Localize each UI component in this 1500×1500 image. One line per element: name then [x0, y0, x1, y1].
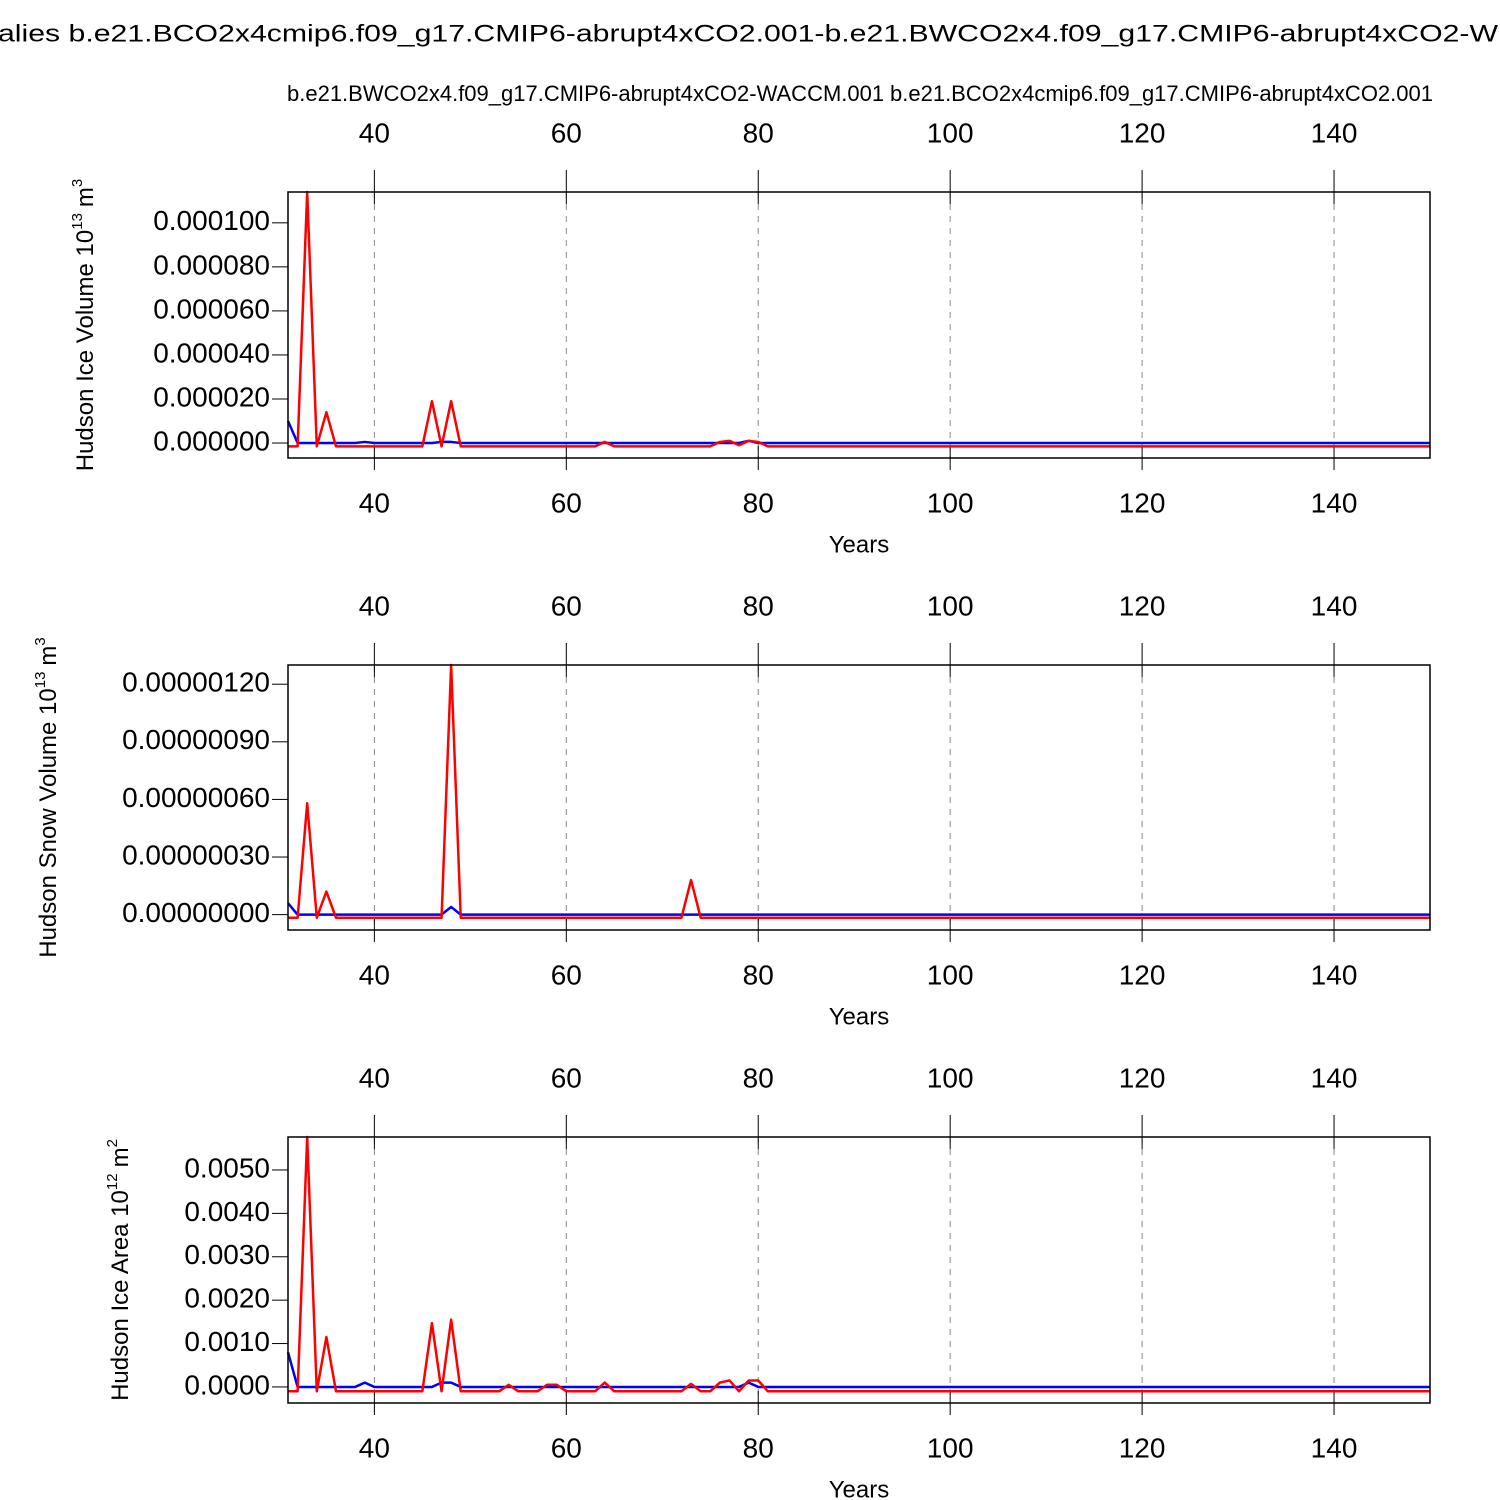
y-tick-label: 0.000020 [153, 381, 270, 412]
x-tick-label: 80 [743, 1432, 774, 1463]
x-tick-label: 60 [551, 487, 582, 518]
x-tick-label: 100 [927, 487, 974, 518]
x2-tick-label: 140 [1311, 117, 1358, 148]
y-tick-label: 0.000040 [153, 337, 270, 368]
x2-tick-label: 100 [927, 1062, 974, 1093]
x2-tick-label: 100 [927, 117, 974, 148]
y-tick-label: 0.000080 [153, 249, 270, 280]
x2-tick-label: 60 [551, 117, 582, 148]
x2-tick-label: 60 [551, 590, 582, 621]
y-tick-label: 0.0010 [184, 1326, 270, 1357]
x2-tick-label: 40 [359, 590, 390, 621]
x-tick-label: 120 [1119, 487, 1166, 518]
y-tick-label: 0.00000060 [122, 782, 270, 813]
y-axis-label: Hudson Ice Volume 1013 m3 [69, 179, 99, 472]
data-line [286, 1351, 1430, 1389]
x2-tick-label: 80 [743, 117, 774, 148]
y-axis-label-text: Hudson Snow Volume 10 [35, 688, 62, 958]
x2-tick-label: 100 [927, 590, 974, 621]
x-tick-label: 80 [743, 959, 774, 990]
y-axis-label-unit-exp: 3 [32, 637, 49, 645]
x2-tick-label: 120 [1119, 1062, 1166, 1093]
legend-entry: b.e21.BCO2x4cmip6.f09_g17.CMIP6-abrupt4x… [890, 81, 1433, 106]
x-axis-label: Years [829, 531, 890, 558]
data-line [288, 190, 1430, 448]
y-axis-label-text: Hudson Ice Volume 10 [72, 230, 99, 472]
y-axis-label: Hudson Snow Volume 1013 m3 [32, 637, 62, 958]
x-axis-label: Years [829, 1476, 890, 1500]
x-tick-label: 140 [1311, 487, 1358, 518]
y-axis-label-unit-exp: 2 [104, 1139, 121, 1147]
data-line [286, 420, 1430, 445]
x2-tick-label: 40 [359, 117, 390, 148]
y-tick-label: 0.000100 [153, 205, 270, 236]
x-tick-label: 60 [551, 959, 582, 990]
y-axis-label-exp: 13 [32, 672, 49, 689]
y-axis-label-text: Hudson Ice Area 10 [107, 1190, 134, 1401]
x2-tick-label: 140 [1311, 590, 1358, 621]
x-tick-label: 80 [743, 487, 774, 518]
x2-tick-label: 80 [743, 590, 774, 621]
x2-tick-label: 140 [1311, 1062, 1358, 1093]
data-line [287, 902, 1430, 916]
y-tick-label: 0.0050 [184, 1152, 270, 1183]
y-tick-label: 0.000060 [153, 293, 270, 324]
y-tick-label: 0.00000090 [122, 724, 270, 755]
y-tick-label: 0.0000 [184, 1369, 270, 1400]
x2-tick-label: 80 [743, 1062, 774, 1093]
x2-tick-label: 120 [1119, 117, 1166, 148]
page-title: alies b.e21.BCO2x4cmip6.f09_g17.CMIP6-ab… [0, 20, 1498, 47]
x-tick-label: 100 [927, 1432, 974, 1463]
y-axis-label-unit-exp: 3 [69, 179, 86, 187]
y-tick-label: 0.000000 [153, 425, 270, 456]
data-line [288, 663, 1430, 919]
y-tick-label: 0.0020 [184, 1283, 270, 1314]
y-axis-label-exp: 12 [104, 1173, 121, 1190]
x-tick-label: 40 [359, 487, 390, 518]
legend-entry: b.e21.BWCO2x4.f09_g17.CMIP6-abrupt4xCO2-… [287, 81, 884, 106]
y-tick-label: 0.00000000 [122, 897, 270, 928]
y-axis-label-unit: m [35, 646, 62, 666]
x-tick-label: 40 [359, 959, 390, 990]
y-axis-label-unit: m [72, 187, 99, 207]
y-axis-label-exp: 13 [69, 213, 86, 230]
plot-frame [287, 664, 1431, 931]
plot-frame [287, 1136, 1431, 1404]
y-tick-label: 0.0030 [184, 1239, 270, 1270]
data-line [288, 1135, 1430, 1393]
x2-tick-label: 60 [551, 1062, 582, 1093]
x-tick-label: 60 [551, 1432, 582, 1463]
y-axis-label: Hudson Ice Area 1012 m2 [104, 1139, 134, 1401]
x-tick-label: 100 [927, 959, 974, 990]
x-axis-label: Years [829, 1003, 890, 1030]
plot-frame [287, 191, 1431, 459]
x2-tick-label: 120 [1119, 590, 1166, 621]
x-tick-label: 40 [359, 1432, 390, 1463]
x-tick-label: 140 [1311, 1432, 1358, 1463]
y-tick-label: 0.00000030 [122, 839, 270, 870]
x-tick-label: 120 [1119, 959, 1166, 990]
y-tick-label: 0.0040 [184, 1196, 270, 1227]
y-axis-label-unit: m [107, 1147, 134, 1167]
y-tick-label: 0.00000120 [122, 667, 270, 698]
x-tick-label: 120 [1119, 1432, 1166, 1463]
x-tick-label: 140 [1311, 959, 1358, 990]
x2-tick-label: 40 [359, 1062, 390, 1093]
